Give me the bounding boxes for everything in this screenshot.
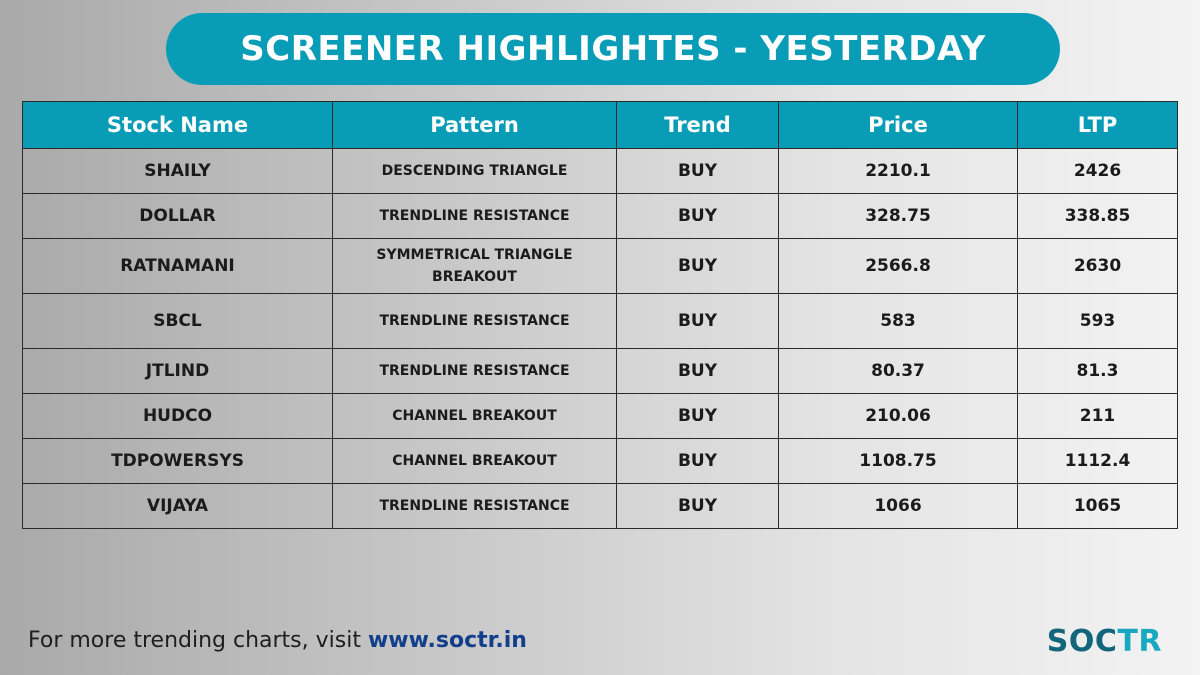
- page-title: SCREENER HIGHLIGHTES - YESTERDAY: [240, 29, 986, 69]
- pattern-cell: CHANNEL BREAKOUT: [332, 393, 617, 439]
- website-link[interactable]: www.soctr.in: [367, 628, 527, 653]
- stock-name-cell: JTLIND: [22, 348, 333, 394]
- trend-cell: BUY: [616, 193, 779, 239]
- price-cell: 80.37: [778, 348, 1018, 394]
- soctr-logo: SOCTR: [1047, 624, 1162, 659]
- table-row: JTLIND TRENDLINE RESISTANCE BUY 80.37 81…: [22, 348, 1178, 394]
- stock-name-cell: HUDCO: [22, 393, 333, 439]
- table-header-row: Stock Name Pattern Trend Price LTP: [22, 101, 1178, 149]
- footer-note: For more trending charts, visit www.soct…: [28, 628, 527, 653]
- ltp-cell: 1065: [1017, 483, 1178, 529]
- title-banner: SCREENER HIGHLIGHTES - YESTERDAY: [166, 13, 1060, 85]
- column-header-stock-name: Stock Name: [22, 101, 333, 149]
- pattern-cell: TRENDLINE RESISTANCE: [332, 193, 617, 239]
- table-row: DOLLAR TRENDLINE RESISTANCE BUY 328.75 3…: [22, 193, 1178, 239]
- ltp-cell: 2426: [1017, 148, 1178, 194]
- price-cell: 328.75: [778, 193, 1018, 239]
- price-cell: 2566.8: [778, 238, 1018, 294]
- table-row: TDPOWERSYS CHANNEL BREAKOUT BUY 1108.75 …: [22, 438, 1178, 484]
- pattern-cell: TRENDLINE RESISTANCE: [332, 483, 617, 529]
- screener-table: Stock Name Pattern Trend Price LTP SHAIL…: [22, 101, 1178, 529]
- stock-name-cell: SHAILY: [22, 148, 333, 194]
- table-row: SHAILY DESCENDING TRIANGLE BUY 2210.1 24…: [22, 148, 1178, 194]
- price-cell: 210.06: [778, 393, 1018, 439]
- trend-cell: BUY: [616, 348, 779, 394]
- price-cell: 1066: [778, 483, 1018, 529]
- price-cell: 2210.1: [778, 148, 1018, 194]
- column-header-pattern: Pattern: [332, 101, 617, 149]
- footer-text: For more trending charts, visit: [28, 628, 368, 653]
- trend-cell: BUY: [616, 148, 779, 194]
- stock-name-cell: VIJAYA: [22, 483, 333, 529]
- column-header-price: Price: [778, 101, 1018, 149]
- stock-name-cell: RATNAMANI: [22, 238, 333, 294]
- price-cell: 583: [778, 293, 1018, 349]
- ltp-cell: 1112.4: [1017, 438, 1178, 484]
- trend-cell: BUY: [616, 483, 779, 529]
- pattern-cell: SYMMETRICAL TRIANGLE BREAKOUT: [332, 238, 617, 294]
- logo-text-part1: SOC: [1046, 624, 1118, 659]
- ltp-cell: 593: [1017, 293, 1178, 349]
- pattern-cell: TRENDLINE RESISTANCE: [332, 348, 617, 394]
- column-header-ltp: LTP: [1017, 101, 1178, 149]
- table-row: VIJAYA TRENDLINE RESISTANCE BUY 1066 106…: [22, 483, 1178, 529]
- pattern-cell: DESCENDING TRIANGLE: [332, 148, 617, 194]
- pattern-cell: TRENDLINE RESISTANCE: [332, 293, 617, 349]
- ltp-cell: 81.3: [1017, 348, 1178, 394]
- stock-name-cell: DOLLAR: [22, 193, 333, 239]
- table-row: HUDCO CHANNEL BREAKOUT BUY 210.06 211: [22, 393, 1178, 439]
- stock-name-cell: SBCL: [22, 293, 333, 349]
- trend-cell: BUY: [616, 438, 779, 484]
- ltp-cell: 2630: [1017, 238, 1178, 294]
- logo-text-part2: TR: [1117, 624, 1162, 659]
- trend-cell: BUY: [616, 293, 779, 349]
- trend-cell: BUY: [616, 393, 779, 439]
- pattern-cell: CHANNEL BREAKOUT: [332, 438, 617, 484]
- stock-name-cell: TDPOWERSYS: [22, 438, 333, 484]
- trend-cell: BUY: [616, 238, 779, 294]
- table-row: RATNAMANI SYMMETRICAL TRIANGLE BREAKOUT …: [22, 238, 1178, 294]
- table-row: SBCL TRENDLINE RESISTANCE BUY 583 593: [22, 293, 1178, 349]
- price-cell: 1108.75: [778, 438, 1018, 484]
- ltp-cell: 338.85: [1017, 193, 1178, 239]
- ltp-cell: 211: [1017, 393, 1178, 439]
- column-header-trend: Trend: [616, 101, 779, 149]
